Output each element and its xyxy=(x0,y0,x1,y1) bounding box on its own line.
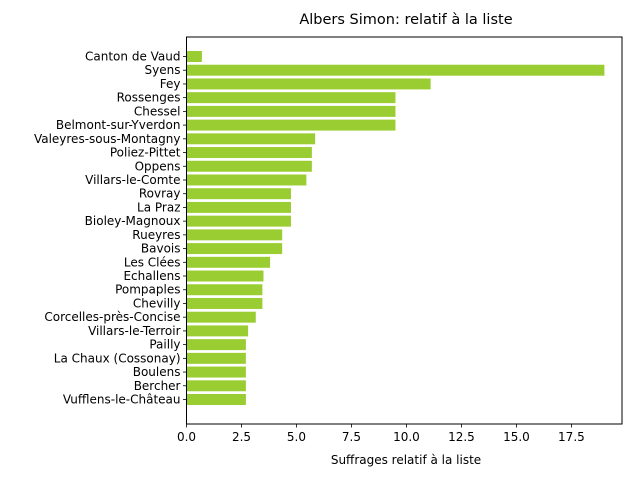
y-tick-label-12: Bioley-Magnoux xyxy=(85,214,181,228)
bar-16 xyxy=(186,270,264,282)
y-tick-label-1: Syens xyxy=(145,63,181,77)
plot-frame xyxy=(186,36,623,425)
bar-22 xyxy=(186,352,246,364)
y-tick-label-16: Echallens xyxy=(123,269,180,283)
bar-18 xyxy=(186,297,263,309)
bar-17 xyxy=(186,284,263,296)
bar-9 xyxy=(186,174,307,186)
y-tick-label-14: Bavois xyxy=(141,242,181,256)
bar-0 xyxy=(186,51,202,62)
bar-13 xyxy=(186,229,283,241)
chart-title: Albers Simon: relatif à la liste xyxy=(299,12,512,28)
y-tick-label-3: Rossenges xyxy=(117,91,181,105)
y-tick-label-22: La Chaux (Cossonay) xyxy=(54,351,181,365)
bar-23 xyxy=(186,366,246,378)
bar-3 xyxy=(186,92,396,104)
bar-11 xyxy=(186,201,291,213)
bar-21 xyxy=(186,339,246,351)
bar-2 xyxy=(186,78,431,90)
y-tick-label-20: Villars-le-Terroir xyxy=(88,324,181,338)
y-tick-label-19: Corcelles-près-Concise xyxy=(44,310,180,324)
bars-group xyxy=(186,51,605,405)
y-tick-label-21: Pailly xyxy=(149,338,180,352)
x-tick-label-1: 2.5 xyxy=(232,430,251,444)
y-tick-label-10: Rovray xyxy=(139,187,181,201)
y-tick-label-11: La Praz xyxy=(137,200,180,214)
x-tick-label-5: 12.5 xyxy=(448,430,475,444)
bar-1 xyxy=(186,64,605,76)
y-tick-label-6: Valeyres-sous-Montagny xyxy=(34,132,181,146)
x-tick-label-3: 7.5 xyxy=(342,430,361,444)
y-tick-label-15: Les Clées xyxy=(124,255,181,269)
bar-4 xyxy=(186,105,396,117)
y-tick-label-24: Bercher xyxy=(134,379,181,393)
y-axis: Canton de VaudSyensFeyRossengesChesselBe… xyxy=(34,50,187,407)
y-tick-label-13: Rueyres xyxy=(132,228,180,242)
x-tick-label-0: 0.0 xyxy=(177,430,196,444)
y-tick-label-8: Oppens xyxy=(135,159,181,173)
y-tick-label-25: Vufflens-le-Château xyxy=(63,393,181,407)
x-tick-label-2: 5.0 xyxy=(287,430,306,444)
y-tick-label-0: Canton de Vaud xyxy=(85,50,180,64)
y-tick-label-5: Belmont-sur-Yverdon xyxy=(56,118,181,132)
bar-24 xyxy=(186,380,246,392)
y-tick-label-2: Fey xyxy=(160,77,181,91)
bar-7 xyxy=(186,147,312,159)
y-tick-label-23: Boulens xyxy=(133,365,181,379)
bar-5 xyxy=(186,119,396,131)
x-axis-label: Suffrages relatif à la liste xyxy=(331,453,481,467)
y-tick-label-7: Poliez-Pittet xyxy=(110,146,181,160)
bar-12 xyxy=(186,215,291,227)
bar-14 xyxy=(186,243,283,255)
bar-10 xyxy=(186,188,291,200)
bar-20 xyxy=(186,325,249,337)
bar-19 xyxy=(186,311,256,323)
bar-15 xyxy=(186,256,271,268)
x-axis: 0.0 2.5 5.0 7.5 10.0 12.5 15.0 17.5 xyxy=(177,424,585,444)
y-tick-label-18: Chevilly xyxy=(133,296,181,310)
y-tick-label-4: Chessel xyxy=(134,104,181,118)
x-tick-label-4: 10.0 xyxy=(393,430,420,444)
y-tick-label-17: Pompaples xyxy=(115,283,180,297)
bar-8 xyxy=(186,160,312,172)
y-tick-label-9: Villars-le-Comte xyxy=(85,173,180,187)
x-tick-label-7: 17.5 xyxy=(558,430,585,444)
bar-6 xyxy=(186,133,316,145)
x-tick-label-6: 15.0 xyxy=(503,430,530,444)
bar-25 xyxy=(186,394,246,405)
